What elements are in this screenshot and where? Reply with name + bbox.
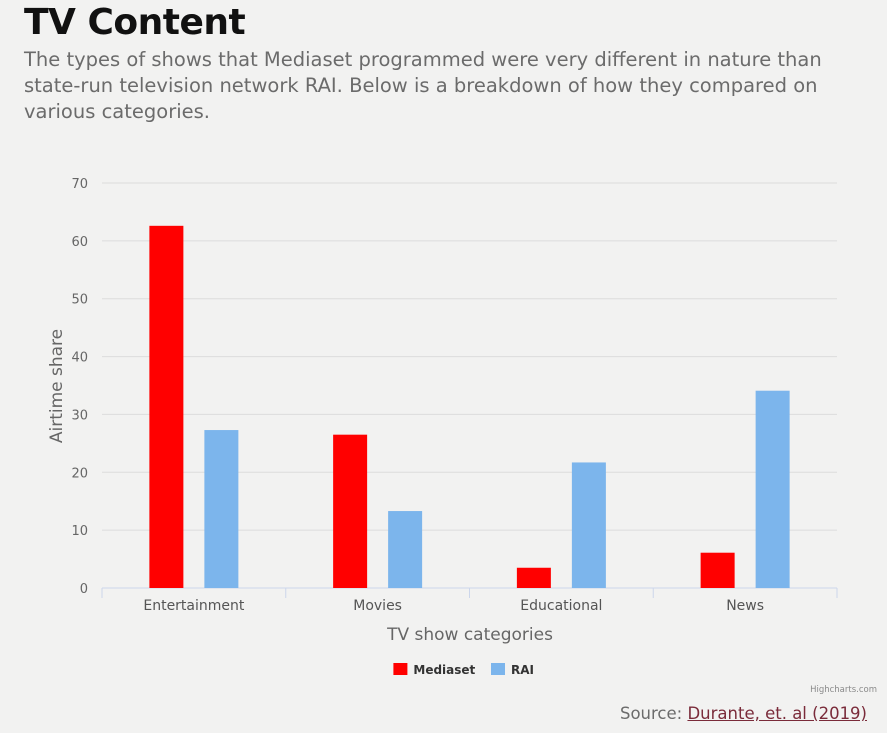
bar-rai-news[interactable] [755, 390, 790, 588]
y-tick-label: 10 [71, 524, 88, 539]
y-tick-label: 40 [71, 351, 88, 366]
bar-mediaset-news[interactable] [700, 552, 735, 588]
x-tick-label: Educational [520, 598, 602, 614]
legend: Mediaset RAI [393, 663, 534, 677]
y-tick-label: 0 [80, 582, 88, 597]
bar-mediaset-entertainment[interactable] [149, 225, 184, 589]
source-link[interactable]: Durante, et. al (2019) [687, 704, 867, 723]
y-tick-label: 70 [71, 177, 88, 192]
legend-swatch-mediaset[interactable] [393, 663, 408, 675]
bar-mediaset-movies[interactable] [333, 434, 368, 588]
chart-subtitle: The types of shows that Mediaset program… [24, 48, 822, 123]
bar-rai-movies[interactable] [388, 511, 423, 588]
y-axis-title: Airtime share [47, 329, 67, 443]
x-tick-label: Movies [353, 598, 402, 614]
bar-mediaset-educational[interactable] [516, 567, 551, 588]
bar-rai-educational[interactable] [571, 462, 606, 588]
bar-rai-entertainment[interactable] [204, 430, 239, 588]
gridlines [102, 182, 837, 531]
x-tick-label: News [726, 598, 764, 614]
y-tick-label: 30 [71, 408, 88, 423]
chart-title: TV Content [24, 2, 246, 43]
y-tick-label: 60 [71, 235, 88, 250]
y-tick-label: 20 [71, 466, 88, 481]
axes: 0 10 20 30 40 50 60 70 Entertainment Movies Educat… [71, 177, 838, 614]
y-tick-label: 50 [71, 293, 88, 308]
source-note: Source: Durante, et. al (2019) [620, 704, 867, 723]
legend-label-rai[interactable]: RAI [511, 663, 534, 677]
source-prefix: Source: [619, 704, 688, 723]
x-tick-label: Entertainment [143, 598, 245, 614]
legend-swatch-rai[interactable] [491, 663, 505, 675]
highcharts-credits[interactable]: Highcharts.com [810, 685, 877, 695]
x-axis-title: TV show categories [386, 625, 553, 645]
bars [149, 225, 790, 589]
legend-label-mediaset[interactable]: Mediaset [413, 663, 475, 677]
